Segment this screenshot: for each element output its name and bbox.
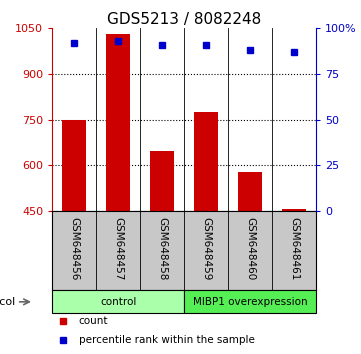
Bar <box>184 290 316 313</box>
Bar <box>282 209 306 211</box>
Text: count: count <box>79 316 108 326</box>
Bar <box>106 34 130 211</box>
Text: GSM648456: GSM648456 <box>69 217 79 281</box>
Bar <box>194 112 218 211</box>
Bar <box>150 151 174 211</box>
Text: control: control <box>100 297 136 307</box>
Title: GDS5213 / 8082248: GDS5213 / 8082248 <box>107 12 261 27</box>
Text: percentile rank within the sample: percentile rank within the sample <box>79 335 255 344</box>
Bar <box>52 290 184 313</box>
Text: MIBP1 overexpression: MIBP1 overexpression <box>193 297 307 307</box>
Bar <box>238 172 262 211</box>
Text: GSM648459: GSM648459 <box>201 217 211 281</box>
Bar <box>62 120 86 211</box>
Text: GSM648460: GSM648460 <box>245 217 255 281</box>
Text: protocol: protocol <box>0 297 16 307</box>
Text: GSM648458: GSM648458 <box>157 217 167 281</box>
Text: GSM648461: GSM648461 <box>289 217 299 281</box>
Text: GSM648457: GSM648457 <box>113 217 123 281</box>
